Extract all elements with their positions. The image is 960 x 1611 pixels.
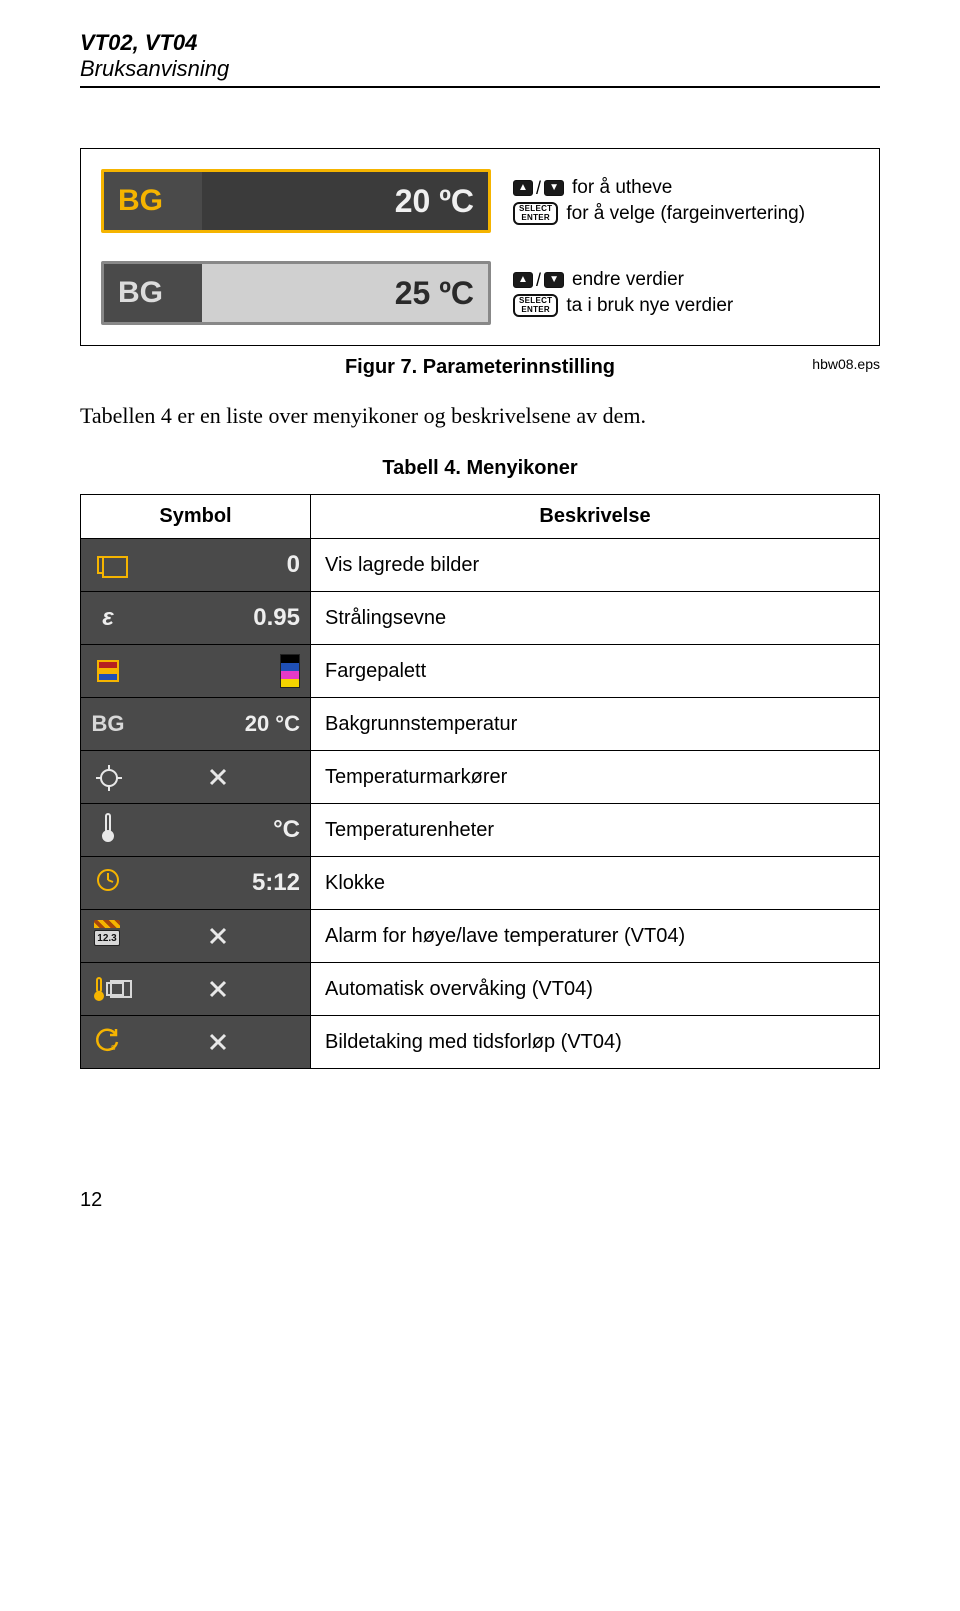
x-icon (135, 926, 310, 946)
legend-text: endre verdier (572, 268, 684, 292)
legend-text: ta i bruk nye verdier (566, 294, 733, 318)
timelapse-icon: s (81, 1025, 135, 1059)
symbol-value: 0 (135, 551, 310, 579)
figure-box: BG 20 ºC / for å utheve SELECTENTER for … (80, 148, 880, 346)
symbol-value: 0.95 (135, 604, 310, 632)
lead-paragraph: Tabellen 4 er en liste over menyikoner o… (80, 403, 880, 429)
svg-text:s: s (111, 1042, 116, 1052)
thermometer-icon (81, 812, 135, 848)
select-enter-icon: SELECTENTER (513, 202, 558, 225)
table-row: ε 0.95 Strålingsevne (81, 592, 880, 645)
screens-icon (81, 556, 135, 574)
x-icon (135, 1032, 310, 1052)
colorbar-icon (135, 654, 310, 688)
x-icon (135, 767, 310, 787)
row-desc: Temperaturenheter (311, 804, 880, 857)
row-desc: Vis lagrede bilder (311, 539, 880, 592)
legend-text: for å velge (fargeinvertering) (566, 202, 805, 226)
row-desc: Fargepalett (311, 645, 880, 698)
legend-text: for å utheve (572, 176, 672, 200)
table-row: s Bildetaking med tidsforløp (VT04) (81, 1016, 880, 1069)
figure-caption: Figur 7. Parameterinnstilling (345, 356, 615, 378)
legend-block-1: / for å utheve SELECTENTER for å velge (… (513, 174, 805, 228)
up-down-icon: / (513, 177, 564, 200)
table-row: 12.3 Alarm for høye/lave temperaturer (V… (81, 910, 880, 963)
up-down-icon: / (513, 269, 564, 292)
table-row: 0 Vis lagrede bilder (81, 539, 880, 592)
th-desc: Beskrivelse (311, 495, 880, 539)
bg-value: 20 ºC (202, 172, 488, 230)
table-row: Automatisk overvåking (VT04) (81, 963, 880, 1016)
bg-text-icon: BG (81, 711, 135, 737)
th-symbol: Symbol (81, 495, 311, 539)
row-desc: Bildetaking med tidsforløp (VT04) (311, 1016, 880, 1069)
symbol-value: 20 °C (135, 711, 310, 737)
row-desc: Klokke (311, 857, 880, 910)
doc-title: VT02, VT04 (80, 30, 880, 56)
x-icon (135, 979, 310, 999)
symbol-value: °C (135, 816, 310, 844)
page-number: 12 (80, 1189, 880, 1212)
bg-tile-highlighted: BG 20 ºC (101, 169, 491, 233)
target-icon (81, 765, 135, 789)
bg-tile-normal: BG 25 ºC (101, 261, 491, 325)
alarm-icon: 12.3 (81, 926, 135, 946)
row-desc: Bakgrunnstemperatur (311, 698, 880, 751)
epsilon-icon: ε (81, 604, 135, 632)
table-row: Temperaturmarkører (81, 751, 880, 804)
table-row: °C Temperaturenheter (81, 804, 880, 857)
page-header: VT02, VT04 Bruksanvisning (80, 30, 880, 88)
row-desc: Automatisk overvåking (VT04) (311, 963, 880, 1016)
menu-icons-table: Symbol Beskrivelse 0 Vis lagrede bilder … (80, 494, 880, 1069)
bg-label: BG (104, 276, 202, 310)
table-row: 5:12 Klokke (81, 857, 880, 910)
select-enter-icon: SELECTENTER (513, 294, 558, 317)
doc-subtitle: Bruksanvisning (80, 56, 880, 82)
table-title: Tabell 4. Menyikoner (80, 457, 880, 480)
header-rule (80, 86, 880, 88)
symbol-value: 5:12 (135, 869, 310, 897)
legend-block-2: / endre verdier SELECTENTER ta i bruk ny… (513, 266, 733, 320)
eps-filename: hbw08.eps (812, 356, 880, 372)
table-row: Fargepalett (81, 645, 880, 698)
row-desc: Alarm for høye/lave temperaturer (VT04) (311, 910, 880, 963)
param-row-highlighted: BG 20 ºC / for å utheve SELECTENTER for … (101, 169, 859, 233)
bg-value: 25 ºC (202, 264, 488, 322)
row-desc: Strålingsevne (311, 592, 880, 645)
row-desc: Temperaturmarkører (311, 751, 880, 804)
figure-caption-row: Figur 7. Parameterinnstilling hbw08.eps (80, 356, 880, 379)
param-row-normal: BG 25 ºC / endre verdier SELECTENTER ta … (101, 261, 859, 325)
bg-label: BG (104, 184, 202, 218)
palette-icon (81, 660, 135, 682)
clock-icon (81, 867, 135, 899)
table-row: BG 20 °C Bakgrunnstemperatur (81, 698, 880, 751)
therm-screen-icon (81, 976, 135, 1002)
